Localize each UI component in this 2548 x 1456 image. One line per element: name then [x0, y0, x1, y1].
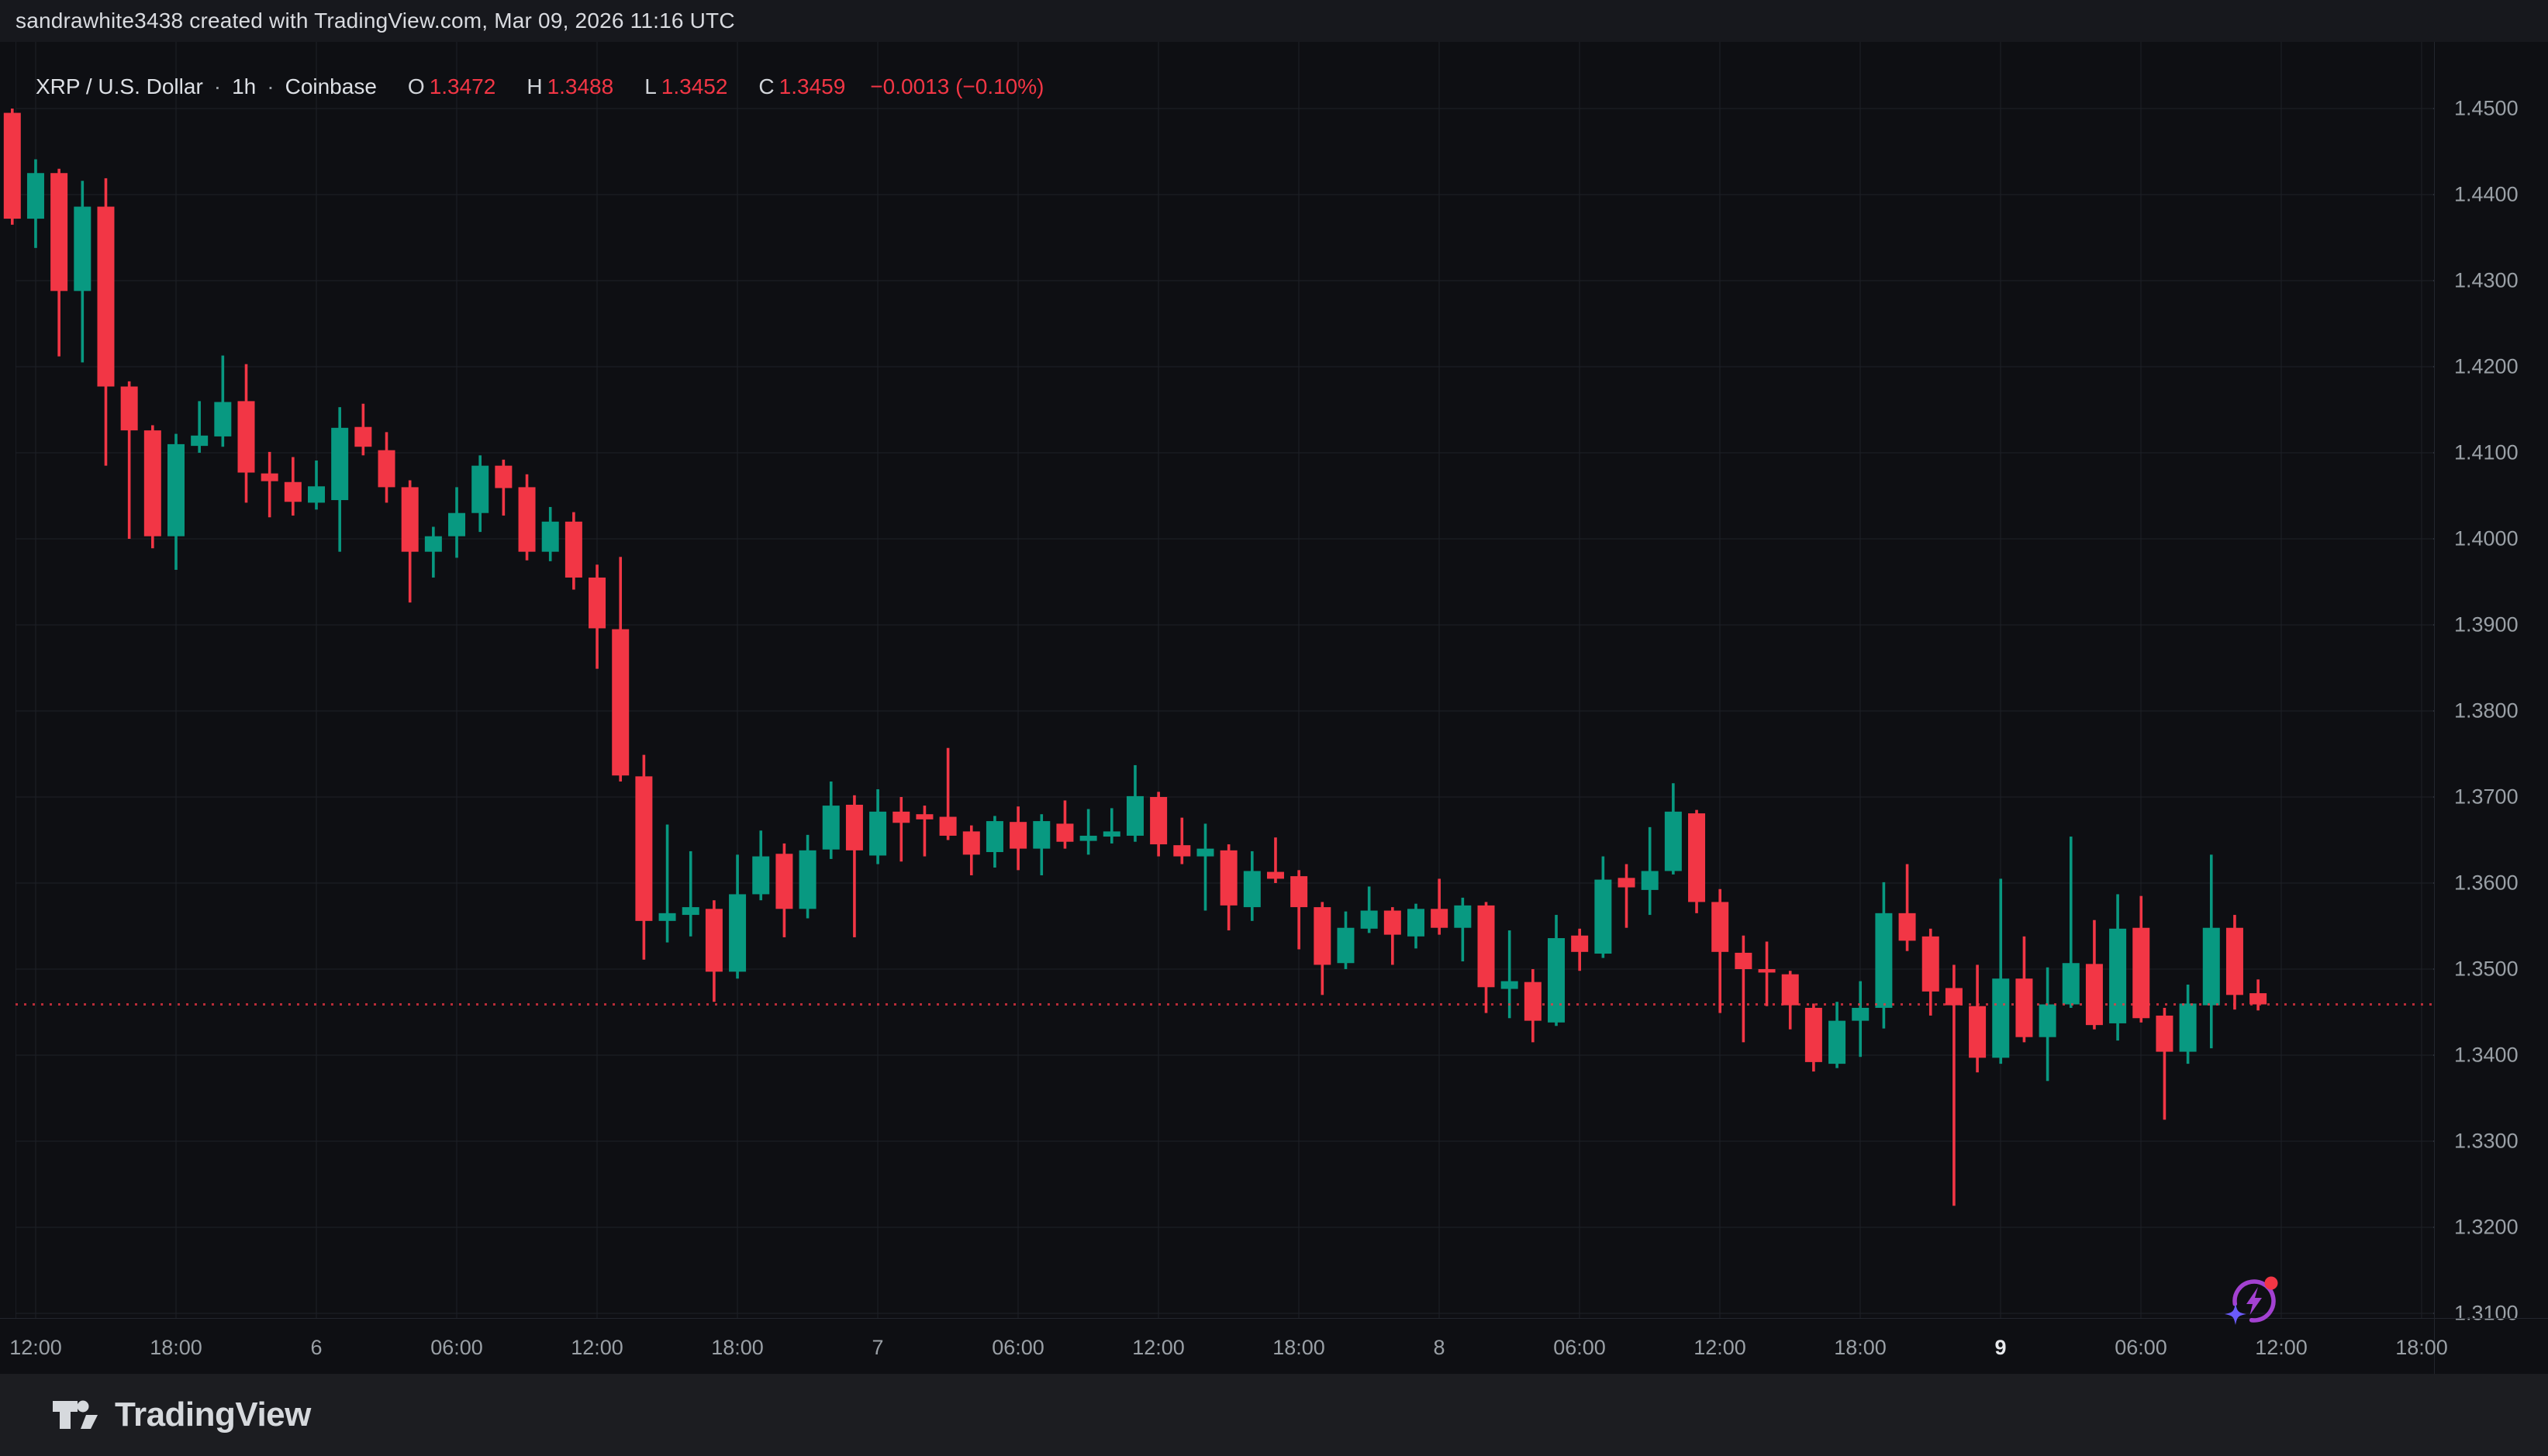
open-value: 1.3472 [429, 74, 496, 98]
time-axis-label: 6 [310, 1336, 323, 1359]
price-axis-label: 1.4300 [2454, 268, 2519, 292]
interval-label: 1h [232, 74, 257, 98]
price-change: −0.0013 (−0.10%) [870, 74, 1044, 98]
footer-bar: TradingView [0, 1374, 2548, 1456]
time-axis-label: 18:00 [711, 1336, 764, 1359]
price-axis-label: 1.3400 [2454, 1043, 2519, 1067]
tradingview-brand: TradingView [51, 1396, 311, 1434]
time-axis-label: 18:00 [1272, 1336, 1325, 1359]
price-axis[interactable]: 1.3459 43:01 1.45001.44001.43001.42001.4… [2434, 42, 2548, 1374]
low-label: L [644, 74, 657, 98]
low-value: 1.3452 [661, 74, 728, 98]
flash-refresh-icon[interactable] [2222, 1270, 2284, 1332]
ohlc-low: L 1.3452 [644, 74, 727, 99]
time-axis[interactable]: 12:00 18:00 6 06:00 12:00 18:00 7 06:00 12:00 18:… [0, 1318, 2548, 1375]
time-axis-label: 06:00 [2115, 1336, 2167, 1359]
time-axis-label: 18:00 [150, 1336, 202, 1359]
red-dot-badge [2264, 1276, 2278, 1290]
time-axis-label: 12:00 [1693, 1336, 1746, 1359]
open-label: O [407, 74, 425, 98]
time-axis-label: 18:00 [1834, 1336, 1887, 1359]
time-axis-label: 12:00 [571, 1336, 623, 1359]
brand-wordmark: TradingView [115, 1396, 311, 1434]
ohlc-open: O 1.3472 [408, 74, 495, 99]
price-axis-label: 1.4000 [2454, 526, 2519, 550]
time-axis-label: 7 [872, 1336, 884, 1359]
legend-separator: · [213, 74, 222, 98]
exchange-label: Coinbase [285, 74, 377, 98]
close-value: 1.3459 [779, 74, 846, 98]
symbol-legend[interactable]: XRP / U.S. Dollar · 1h · Coinbase O 1.347… [36, 74, 1044, 99]
time-axis-label: 12:00 [2255, 1336, 2308, 1359]
time-axis-label: 18:00 [2395, 1336, 2448, 1359]
price-axis-label: 1.4400 [2454, 182, 2519, 206]
price-axis-label: 1.3100 [2454, 1301, 2519, 1325]
header-bar: sandrawhite3438 created with TradingView… [0, 0, 2548, 42]
ohlc-high: H 1.3488 [527, 74, 613, 99]
lightning-bolt-icon [2246, 1287, 2262, 1315]
time-axis-label: 9 [1994, 1336, 2007, 1359]
price-axis-label: 1.3700 [2454, 785, 2519, 809]
legend-separator: · [267, 74, 274, 98]
time-axis-label: 06:00 [992, 1336, 1044, 1359]
refresh-ring-icon [2232, 1279, 2276, 1323]
price-axis-label: 1.4100 [2454, 440, 2519, 464]
price-axis-label: 1.4200 [2454, 354, 2519, 378]
time-axis-label: 06:00 [430, 1336, 483, 1359]
ohlc-close: C 1.3459 [758, 74, 845, 99]
price-axis-label: 1.3300 [2454, 1129, 2519, 1153]
time-axis-label: 06:00 [1553, 1336, 1606, 1359]
high-label: H [527, 74, 543, 98]
high-value: 1.3488 [547, 74, 614, 98]
price-axis-label: 1.3900 [2454, 612, 2519, 637]
close-label: C [758, 74, 775, 98]
symbol-name: XRP / U.S. Dollar [36, 74, 203, 98]
price-axis-label: 1.3800 [2454, 699, 2519, 723]
price-axis-label: 1.4500 [2454, 96, 2519, 120]
snapshot-credit: sandrawhite3438 created with TradingView… [16, 9, 735, 33]
time-axis-label: 8 [1433, 1336, 1445, 1359]
time-axis-label: 12:00 [1132, 1336, 1185, 1359]
price-axis-label: 1.3500 [2454, 957, 2519, 981]
tradingview-logo-icon [53, 1400, 98, 1429]
time-axis-label: 12:00 [9, 1336, 62, 1359]
sparkle-star-icon [2225, 1303, 2246, 1325]
price-axis-label: 1.3200 [2454, 1215, 2519, 1239]
price-axis-label: 1.3600 [2454, 871, 2519, 895]
